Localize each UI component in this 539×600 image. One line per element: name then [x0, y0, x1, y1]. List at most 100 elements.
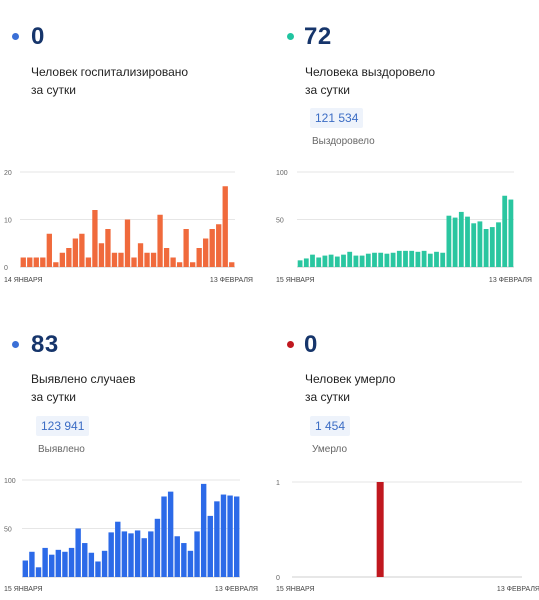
bar: [477, 221, 483, 267]
recovered-count: 72: [304, 23, 332, 50]
x-start-label: 15 ЯНВАРЯ: [4, 586, 43, 593]
cases-desc-line1: Выявлено случаев: [31, 372, 136, 386]
bar: [440, 252, 446, 267]
bar: [174, 536, 180, 577]
deaths-count: 0: [304, 331, 318, 358]
bar: [214, 501, 220, 577]
y-tick-label: 0: [276, 575, 280, 582]
bar: [489, 227, 495, 267]
bar: [378, 252, 384, 267]
y-tick-label: 10: [4, 218, 12, 225]
bar: [154, 518, 161, 577]
status-dot: [287, 33, 294, 40]
x-end-label: 13 ФЕВРАЛЯ: [210, 277, 253, 284]
bar: [134, 530, 141, 577]
deaths-total-label: Умерло: [312, 444, 348, 455]
hospitalized-chart: 0 10 20 14 ЯНВАРЯ 13 ФЕВРАЛЯ: [4, 170, 253, 284]
x-start-label: 15 ЯНВАРЯ: [276, 586, 315, 593]
x-end-label: 13 ФЕВРАЛЯ: [489, 277, 532, 284]
bar: [222, 186, 228, 267]
bar: [421, 250, 427, 267]
y-tick-label: 100: [4, 478, 16, 485]
bar: [167, 491, 174, 577]
bar: [322, 255, 328, 267]
bar: [29, 551, 35, 577]
y-tick-label: 0: [4, 265, 8, 272]
bar: [157, 214, 163, 267]
bar: [200, 483, 207, 577]
bar: [196, 248, 202, 267]
bar: [207, 515, 213, 577]
y-tick-label: 1: [276, 480, 280, 487]
bar: [42, 547, 48, 577]
bar: [183, 229, 189, 267]
bar: [141, 538, 147, 577]
bar: [229, 262, 235, 267]
bar: [35, 567, 42, 577]
y-tick-label: 100: [276, 170, 288, 177]
bar: [334, 256, 340, 267]
bar: [20, 257, 26, 267]
bar: [502, 195, 508, 267]
bar: [98, 243, 105, 267]
bar: [128, 533, 134, 577]
bar: [72, 238, 79, 267]
bar: [458, 211, 464, 267]
deaths-desc-line1: Человек умерло: [305, 372, 396, 386]
bar: [170, 257, 176, 267]
y-tick-label: 50: [4, 527, 12, 534]
cases-chart: 50 100 15 ЯНВАРЯ 13 ФЕВРАЛЯ: [4, 478, 258, 593]
bar: [496, 222, 501, 267]
bar: [181, 543, 187, 577]
cases-desc-line2: за сутки: [31, 390, 76, 404]
bar: [187, 550, 194, 577]
bar: [434, 251, 439, 267]
bar: [33, 257, 39, 267]
bar: [209, 229, 215, 267]
bar: [62, 551, 68, 577]
bar: [150, 252, 157, 267]
bar: [111, 252, 118, 267]
bar: [409, 250, 415, 267]
bar: [88, 552, 95, 577]
bar: [203, 238, 209, 267]
bar: [101, 550, 108, 577]
bar: [446, 215, 452, 267]
bar: [471, 223, 477, 267]
hospitalized-desc-line1: Человек госпитализировано: [31, 65, 189, 79]
deaths-total: 1 454: [310, 416, 351, 436]
bar: [310, 254, 315, 267]
bar: [359, 255, 365, 267]
bar: [353, 255, 359, 267]
bar: [68, 547, 75, 577]
bar: [124, 219, 131, 267]
bar: [508, 199, 514, 267]
bar: [105, 229, 111, 267]
cases-count: 83: [31, 331, 59, 358]
bar: [403, 250, 408, 267]
bar: [115, 521, 121, 577]
bar: [372, 252, 377, 267]
bar: [483, 229, 489, 267]
bar: [220, 494, 227, 577]
bar: [452, 217, 458, 267]
bar: [108, 532, 114, 577]
recovered-chart: 50 100 15 ЯНВАРЯ 13 ФЕВРАЛЯ: [276, 170, 532, 284]
bar: [365, 253, 371, 267]
bar: [390, 252, 396, 267]
bar: [144, 252, 150, 267]
bar: [216, 224, 222, 267]
x-end-label: 13 ФЕВРАЛЯ: [497, 586, 539, 593]
recovered-desc-line1: Человека выздоровело: [305, 65, 436, 79]
deaths-desc-line2: за сутки: [305, 390, 350, 404]
x-start-label: 14 ЯНВАРЯ: [4, 277, 43, 284]
bar: [118, 252, 124, 267]
bar: [85, 257, 92, 267]
bar: [22, 560, 29, 577]
bar: [95, 561, 101, 577]
bar: [121, 531, 128, 577]
bar: [55, 549, 62, 577]
bar: [189, 262, 196, 267]
recovered-total: 121 534: [310, 108, 364, 128]
x-end-label: 13 ФЕВРАЛЯ: [215, 586, 258, 593]
